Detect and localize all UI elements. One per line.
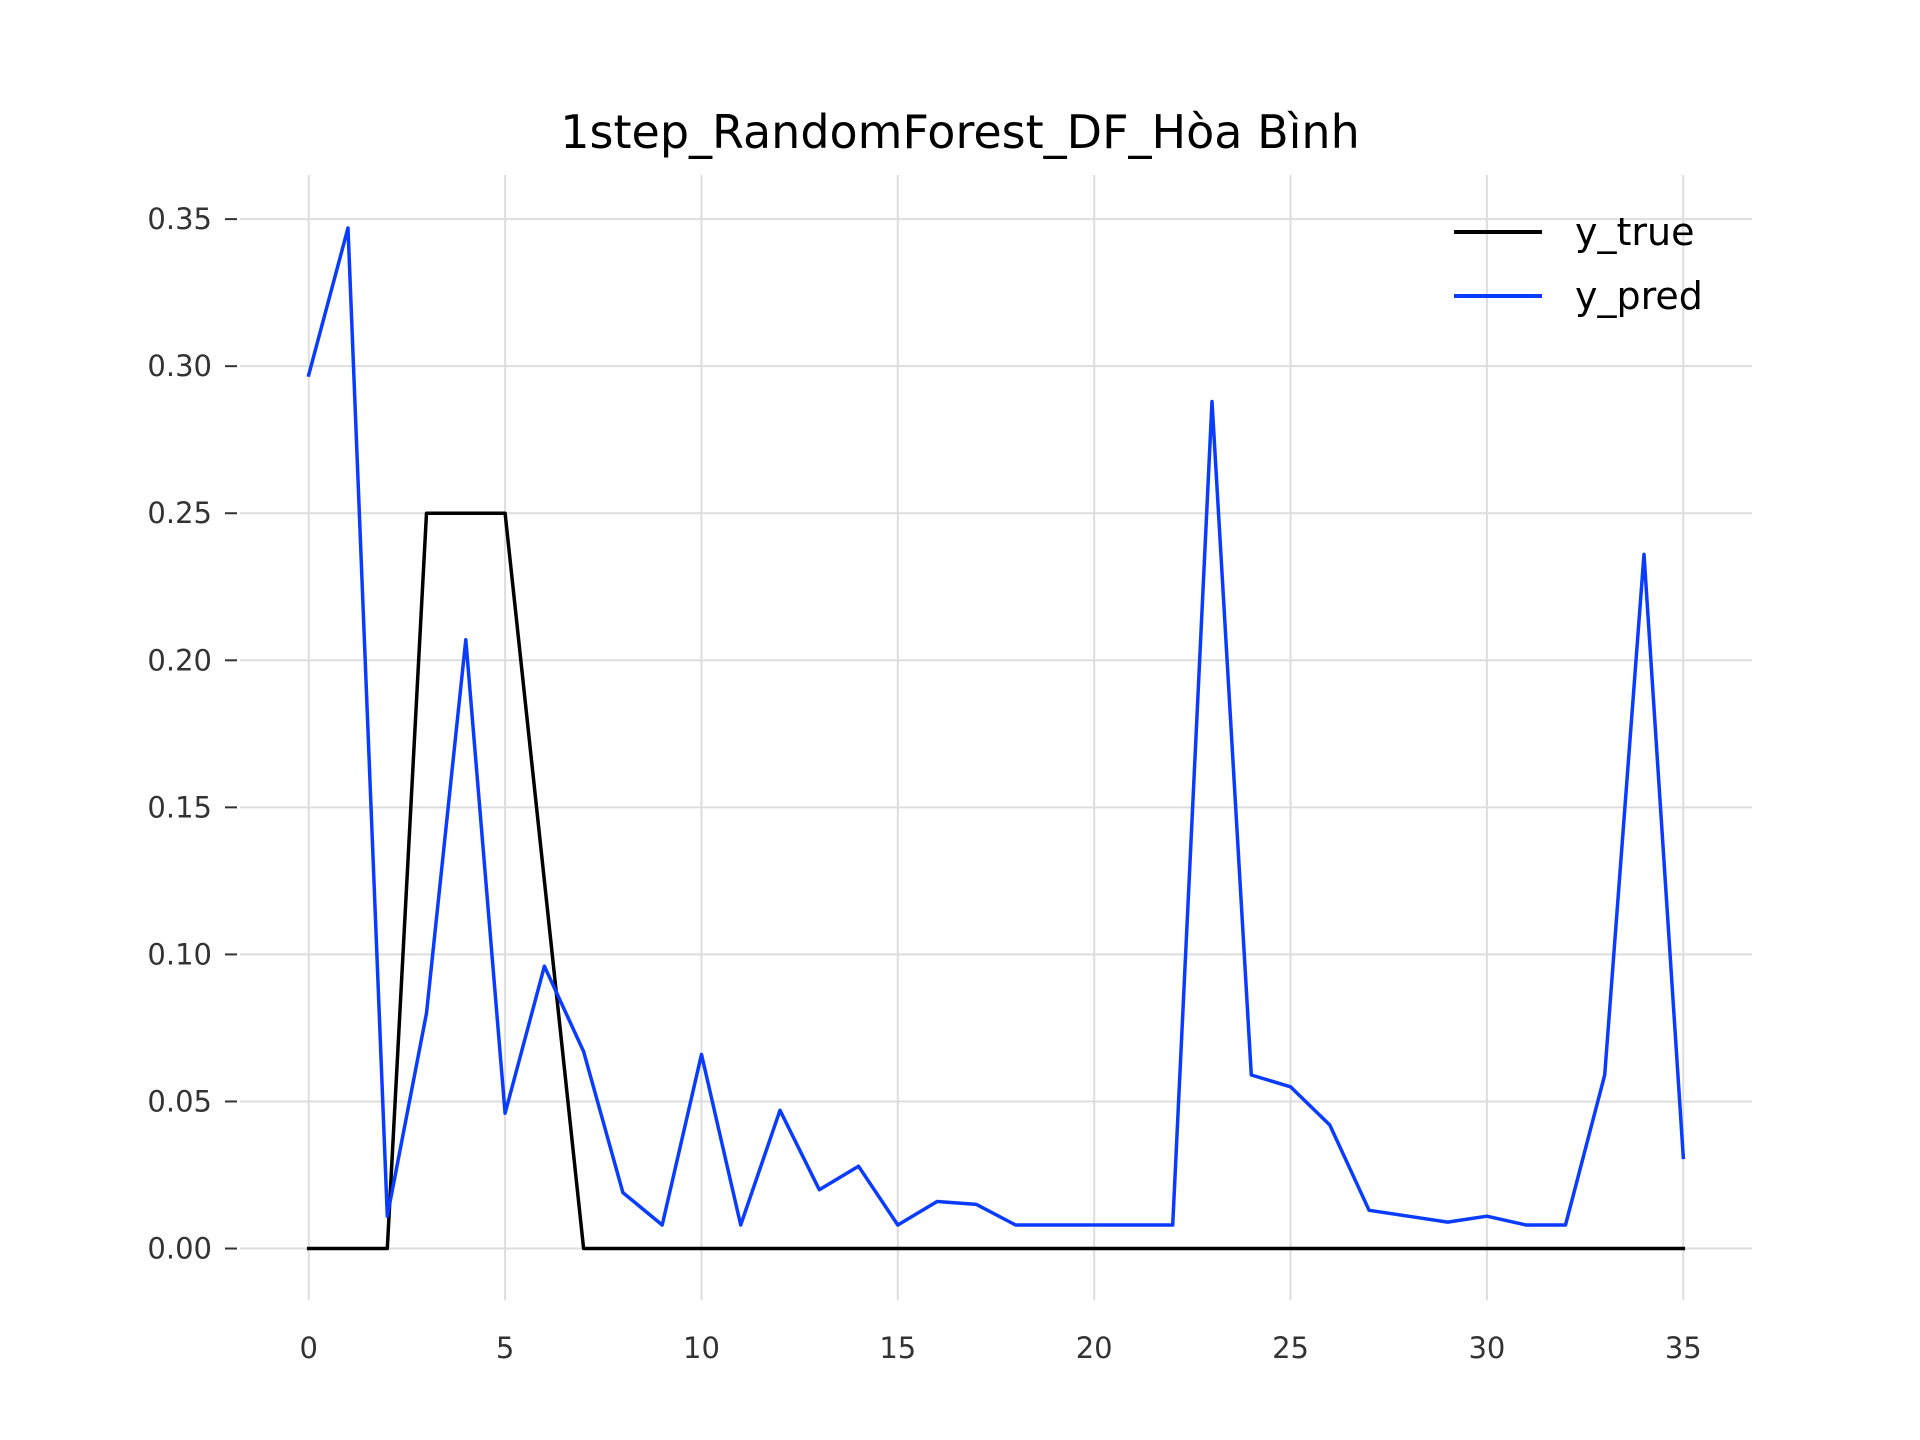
x-tick-label: 35 xyxy=(1665,1331,1702,1365)
y-tick-label: 0.35 xyxy=(147,202,212,236)
y-tick-label: 0.05 xyxy=(147,1084,212,1118)
x-tick-label: 20 xyxy=(1076,1331,1113,1365)
series-line-y-pred xyxy=(309,228,1684,1225)
series-lines xyxy=(309,228,1684,1249)
y-tick-label: 0.00 xyxy=(147,1232,212,1266)
y-tick-label: 0.10 xyxy=(147,937,212,971)
x-tick-label: 25 xyxy=(1272,1331,1309,1365)
legend-label-y-pred: y_pred xyxy=(1575,274,1703,318)
x-tick-label: 10 xyxy=(683,1331,720,1365)
y-tick-label: 0.15 xyxy=(147,790,212,824)
y-tick-label: 0.30 xyxy=(147,349,212,383)
axis-ticks: 0 5 10 15 20 25 30 35 0.00 0.05 0.10 0.15 0.20 0.25 0.… xyxy=(147,202,1701,1365)
y-tick-label: 0.20 xyxy=(147,643,212,677)
legend-label-y-true: y_true xyxy=(1575,210,1694,254)
x-tick-label: 0 xyxy=(300,1331,318,1365)
grid xyxy=(240,175,1752,1300)
x-tick-label: 5 xyxy=(496,1331,514,1365)
y-tick-label: 0.25 xyxy=(147,496,212,530)
x-tick-label: 30 xyxy=(1468,1331,1505,1365)
x-tick-label: 15 xyxy=(879,1331,916,1365)
series-line-y-true xyxy=(309,513,1684,1248)
chart-title: 1step_RandomForest_DF_Hòa Bình xyxy=(560,105,1359,159)
legend: y_true y_pred xyxy=(1454,210,1703,318)
